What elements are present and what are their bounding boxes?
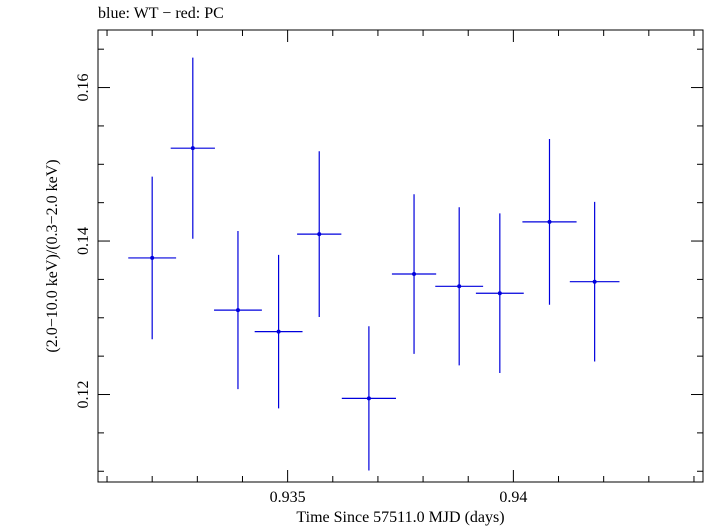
y-tick-label: 0.12 <box>75 381 92 409</box>
plot-frame <box>97 29 704 483</box>
chart-title: blue: WT − red: PC <box>98 5 224 22</box>
data-point <box>522 138 577 305</box>
point-marker <box>412 272 417 277</box>
point-marker <box>235 308 240 313</box>
data-point <box>128 176 177 340</box>
data-point <box>214 231 262 390</box>
data-point <box>391 194 437 354</box>
point-marker <box>547 219 552 224</box>
data-marks <box>128 57 620 471</box>
point-marker <box>497 291 502 296</box>
data-point <box>341 326 396 471</box>
data-point <box>297 151 342 318</box>
point-marker <box>276 329 281 334</box>
point-marker <box>592 279 597 284</box>
data-point <box>170 57 215 239</box>
y-axis-label: (2.0−10.0 keV)/(0.3−2.0 keV) <box>44 159 61 353</box>
data-point <box>569 201 620 362</box>
y-tick-label: 0.14 <box>75 227 92 255</box>
y-tick-label: 0.16 <box>75 74 92 102</box>
x-tick-label: 0.94 <box>499 489 527 506</box>
x-axis-label: Time Since 57511.0 MJD (days) <box>296 509 505 526</box>
data-point <box>475 213 524 374</box>
point-marker <box>190 146 195 151</box>
point-marker <box>457 284 462 289</box>
data-point <box>435 207 484 366</box>
point-marker <box>150 255 155 260</box>
point-marker <box>366 396 371 401</box>
point-marker <box>317 232 322 237</box>
x-tick-label: 0.935 <box>270 489 306 506</box>
axis-ticks: 0.935 0.94 0.12 0.14 0.16 <box>75 30 703 506</box>
data-point <box>254 254 303 409</box>
